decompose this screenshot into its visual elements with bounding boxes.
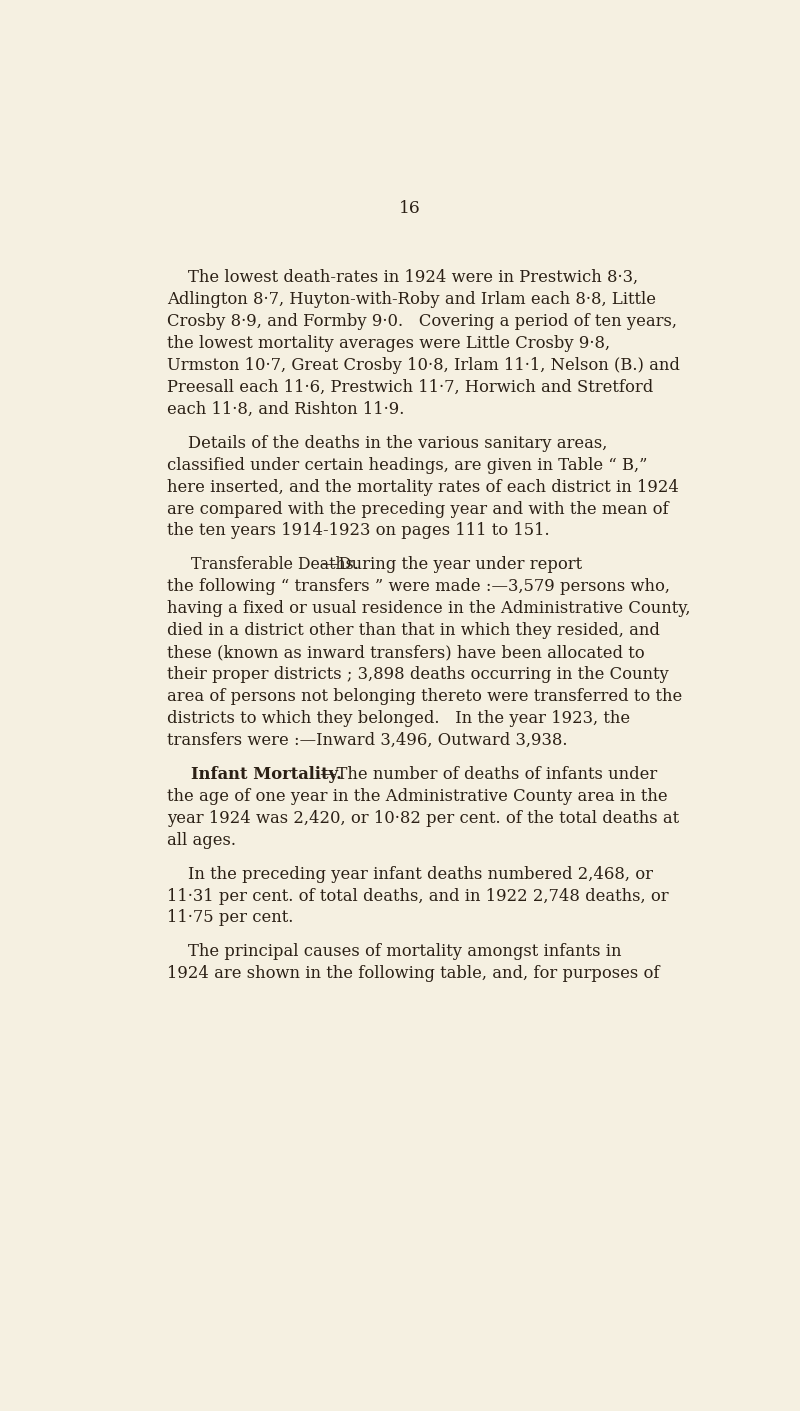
Text: districts to which they belonged.   In the year 1923, the: districts to which they belonged. In the… (167, 710, 630, 727)
Text: these (known as inward transfers) have been allocated to: these (known as inward transfers) have b… (167, 645, 645, 662)
Text: 11·31 per cent. of total deaths, and in 1922 2,748 deaths, or: 11·31 per cent. of total deaths, and in … (167, 888, 669, 904)
Text: classified under certain headings, are given in Table “ B,”: classified under certain headings, are g… (167, 457, 647, 474)
Text: 1924 are shown in the following table, and, for purposes of: 1924 are shown in the following table, a… (167, 965, 659, 982)
Text: Preesall each 11·6, Prestwich 11·7, Horwich and Stretford: Preesall each 11·6, Prestwich 11·7, Horw… (167, 380, 654, 396)
Text: transfers were :—Inward 3,496, Outward 3,938.: transfers were :—Inward 3,496, Outward 3… (167, 732, 567, 749)
Text: 11·75 per cent.: 11·75 per cent. (167, 910, 294, 927)
Text: the lowest mortality averages were Little Crosby 9·8,: the lowest mortality averages were Littl… (167, 334, 610, 353)
Text: each 11·8, and Rishton 11·9.: each 11·8, and Rishton 11·9. (167, 401, 404, 418)
Text: the age of one year in the Administrative County area in the: the age of one year in the Administrativ… (167, 787, 667, 804)
Text: Urmston 10·7, Great Crosby 10·8, Irlam 11·1, Nelson (B.) and: Urmston 10·7, Great Crosby 10·8, Irlam 1… (167, 357, 680, 374)
Text: area of persons not belonging thereto were transferred to the: area of persons not belonging thereto we… (167, 689, 682, 706)
Text: —The number of deaths of infants under: —The number of deaths of infants under (320, 766, 658, 783)
Text: the ten years 1914-1923 on pages 111 to 151.: the ten years 1914-1923 on pages 111 to … (167, 522, 550, 539)
Text: died in a district other than that in which they resided, and: died in a district other than that in wh… (167, 622, 660, 639)
Text: Transferable Deaths.: Transferable Deaths. (190, 556, 358, 573)
Text: are compared with the preceding year and with the mean of: are compared with the preceding year and… (167, 501, 669, 518)
Text: Crosby 8·9, and Formby 9·0.   Covering a period of ten years,: Crosby 8·9, and Formby 9·0. Covering a p… (167, 313, 677, 330)
Text: Adlington 8·7, Huyton-with-Roby and Irlam each 8·8, Little: Adlington 8·7, Huyton-with-Roby and Irla… (167, 291, 656, 308)
Text: the following “ transfers ” were made :—3,579 persons who,: the following “ transfers ” were made :—… (167, 579, 670, 595)
Text: year 1924 was 2,420, or 10·82 per cent. of the total deaths at: year 1924 was 2,420, or 10·82 per cent. … (167, 810, 679, 827)
Text: —During the year under report: —During the year under report (322, 556, 582, 573)
Text: In the preceding year infant deaths numbered 2,468, or: In the preceding year infant deaths numb… (167, 865, 653, 883)
Text: The principal causes of mortality amongst infants in: The principal causes of mortality amongs… (167, 944, 622, 961)
Text: The lowest death-rates in 1924 were in Prestwich 8·3,: The lowest death-rates in 1924 were in P… (167, 270, 638, 286)
Text: all ages.: all ages. (167, 831, 236, 848)
Text: Infant Mortality.: Infant Mortality. (190, 766, 342, 783)
Text: 16: 16 (399, 200, 421, 217)
Text: Details of the deaths in the various sanitary areas,: Details of the deaths in the various san… (167, 435, 607, 452)
Text: having a fixed or usual residence in the Administrative County,: having a fixed or usual residence in the… (167, 600, 690, 618)
Text: their proper districts ; 3,898 deaths occurring in the County: their proper districts ; 3,898 deaths oc… (167, 666, 669, 683)
Text: here inserted, and the mortality rates of each district in 1924: here inserted, and the mortality rates o… (167, 478, 679, 495)
